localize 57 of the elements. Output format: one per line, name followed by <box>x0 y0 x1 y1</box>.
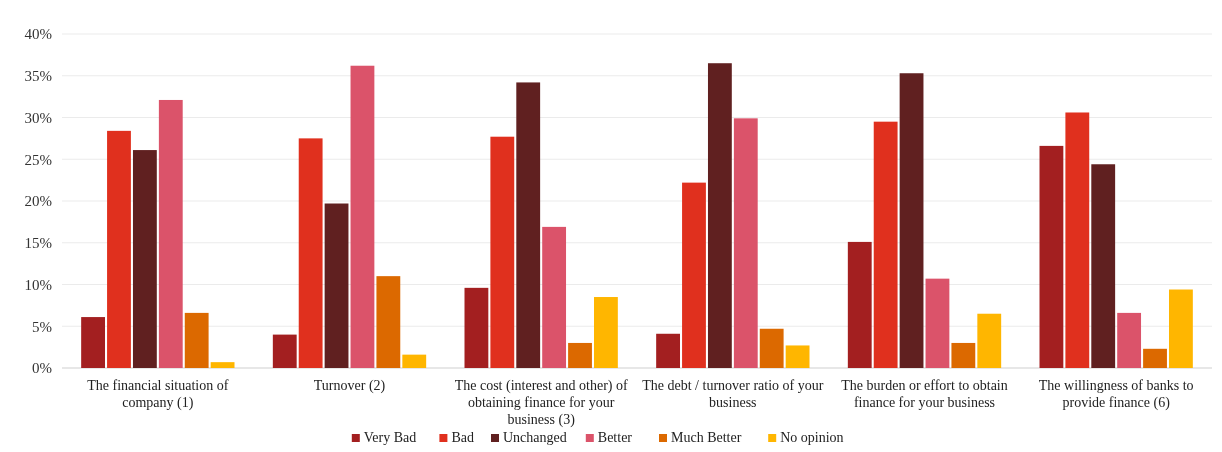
bar <box>272 334 297 368</box>
bar <box>210 362 235 368</box>
y-tick-label: 40% <box>24 26 52 43</box>
bar <box>733 118 758 368</box>
x-tick-label: Turnover (2) <box>313 378 386 394</box>
bar <box>759 328 784 368</box>
bar <box>132 150 157 368</box>
bar <box>402 354 427 368</box>
bar <box>682 182 706 368</box>
bar <box>542 226 567 368</box>
bar <box>81 317 105 368</box>
bar <box>298 138 323 368</box>
bar <box>1065 112 1090 368</box>
bar <box>873 121 898 368</box>
x-tick-label: The burden or effort to obtain finance for your business <box>841 378 1008 410</box>
y-tick-label: 30% <box>24 109 52 126</box>
x-tick-label: The debt / turnover ratio of your business <box>642 378 824 410</box>
legend-label: Very Bad <box>363 430 417 445</box>
bar <box>184 312 209 368</box>
legend-label: Unchanged <box>503 430 567 445</box>
bar <box>516 82 541 368</box>
y-tick-label: 25% <box>24 151 52 168</box>
bar <box>847 241 872 368</box>
bar <box>158 99 183 368</box>
y-tick-label: 10% <box>24 276 52 293</box>
bar <box>977 313 1002 368</box>
bar <box>1039 145 1064 368</box>
bar <box>324 203 349 368</box>
bar <box>594 297 618 368</box>
y-tick-label: 5% <box>32 318 52 335</box>
x-tick-label: The cost (interest and other) of obtaining finance for your business (3) <box>454 378 628 428</box>
y-tick-label: 0% <box>32 360 52 377</box>
bar <box>490 136 515 368</box>
bar <box>107 130 131 368</box>
bar <box>1169 289 1193 368</box>
x-tick-label: The financial situation of company (1) <box>87 378 229 411</box>
bar <box>899 73 924 368</box>
y-tick-label: 35% <box>24 68 52 84</box>
legend-label: Much Better <box>671 430 742 445</box>
bar <box>951 342 976 368</box>
bar <box>376 276 401 368</box>
bar <box>656 333 680 368</box>
x-tick-label: The willingness of banks to provide finance (6) <box>1038 378 1194 411</box>
bar <box>1091 164 1116 368</box>
legend-label: No opinion <box>780 430 844 445</box>
legend-label: Better <box>597 430 633 445</box>
bar <box>707 63 732 368</box>
legend-label: Bad <box>451 430 474 445</box>
bar <box>1117 312 1142 368</box>
y-tick-label: 20% <box>24 193 52 210</box>
bar <box>350 65 375 368</box>
bar <box>785 345 810 368</box>
y-tick-label: 15% <box>24 235 52 251</box>
bar <box>568 342 592 368</box>
bar <box>925 278 950 368</box>
bar <box>1143 348 1167 368</box>
bar <box>464 287 489 368</box>
